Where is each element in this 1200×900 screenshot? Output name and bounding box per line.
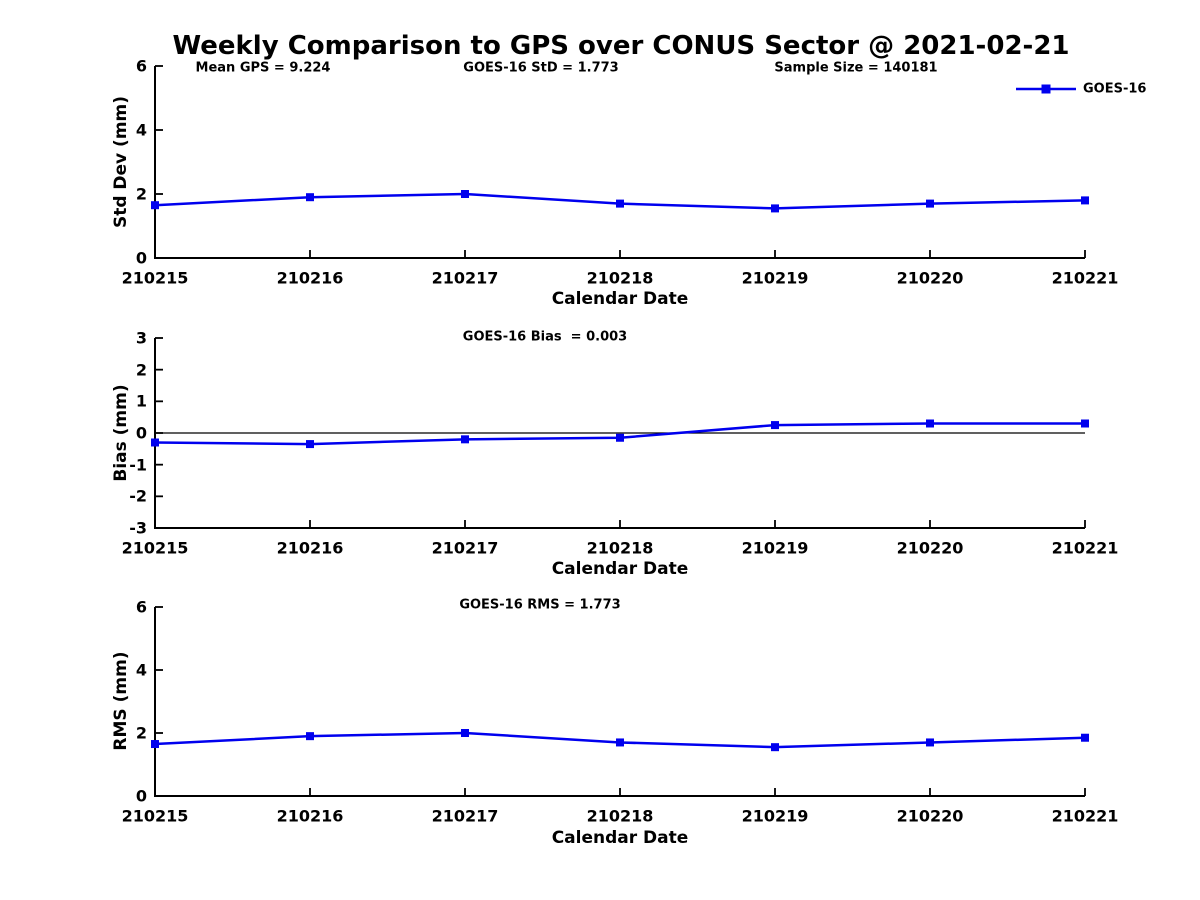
data-marker-goes-16 [306,440,314,449]
axis-spines-subplot1 [154,66,1085,259]
y-tick-label: 4 [135,660,147,680]
x-tick-label: 210219 [741,806,809,826]
data-marker-goes-16 [616,199,624,208]
annotation-sample-size: Sample Size = 140181 [774,60,938,76]
data-marker-goes-16 [926,419,934,428]
data-marker-goes-16 [771,743,779,752]
legend-label: GOES-16 [1083,81,1147,97]
x-tick-label: 210216 [276,806,344,826]
y-tick-label: -1 [129,455,147,475]
data-marker-goes-16 [926,199,934,208]
y-tick-label: 4 [135,120,147,140]
x-axis-label-subplot3: Calendar Date [551,828,689,848]
y-tick-label: 2 [135,360,147,380]
data-marker-goes-16 [616,738,624,747]
data-marker-goes-16 [616,433,624,442]
x-tick-label: 210220 [896,806,964,826]
x-tick-label: 210215 [121,268,189,288]
x-tick-label: 210219 [741,538,809,558]
y-tick-label: 6 [135,56,147,76]
data-marker-goes-16 [461,729,469,737]
x-tick-label: 210215 [121,806,189,826]
data-marker-goes-16 [151,740,159,749]
y-tick-label: 2 [135,184,147,204]
x-tick-label: 210215 [121,538,189,558]
x-tick-label: 210216 [276,268,344,288]
x-tick-label: 210220 [896,268,964,288]
axis-spines-subplot3 [154,607,1085,797]
y-tick-label: 0 [135,423,147,443]
y-tick-label: 2 [135,723,147,743]
data-marker-goes-16 [306,193,314,202]
data-marker-goes-16 [306,732,314,741]
data-marker-goes-16 [151,201,159,210]
data-marker-goes-16 [151,438,159,447]
x-tick-label: 210221 [1051,268,1119,288]
y-tick-label: -2 [129,486,147,506]
x-tick-label: 210220 [896,538,964,558]
x-tick-label: 210216 [276,538,344,558]
y-axis-label-stddev: Std Dev (mm) [111,95,131,229]
legend-marker-swatch [1041,84,1051,94]
x-tick-label: 210217 [431,268,499,288]
x-tick-label: 210221 [1051,806,1119,826]
x-tick-label: 210218 [586,268,654,288]
y-tick-label: 6 [135,597,147,617]
annotation-goes16-bias: GOES-16 Bias = 0.003 [462,329,628,345]
x-axis-label-subplot1: Calendar Date [551,289,689,309]
data-marker-goes-16 [461,190,469,198]
x-tick-label: 210218 [586,538,654,558]
data-marker-goes-16 [461,435,469,444]
data-marker-goes-16 [1081,196,1089,205]
annotation-goes16-std: GOES-16 StD = 1.773 [463,60,619,76]
x-tick-label: 210217 [431,806,499,826]
x-axis-label-subplot2: Calendar Date [551,559,689,579]
x-tick-label: 210221 [1051,538,1119,558]
data-marker-goes-16 [1081,733,1089,742]
y-axis-label-bias: Bias (mm) [111,384,131,482]
x-tick-label: 210219 [741,268,809,288]
data-marker-goes-16 [771,421,779,430]
data-marker-goes-16 [771,204,779,213]
y-tick-label: 0 [135,786,147,806]
y-tick-label: -3 [129,518,147,538]
data-marker-goes-16 [1081,419,1089,428]
x-tick-label: 210218 [586,806,654,826]
data-marker-goes-16 [926,738,934,747]
x-tick-label: 210217 [431,538,499,558]
y-axis-label-rms: RMS (mm) [111,651,131,751]
y-tick-label: 0 [135,248,147,268]
y-tick-label: 1 [135,391,147,411]
annotation-mean-gps: Mean GPS = 9.224 [195,60,331,76]
figure-title: Weekly Comparison to GPS over CONUS Sect… [172,31,1070,61]
annotation-goes16-rms: GOES-16 RMS = 1.773 [459,597,621,613]
y-tick-label: 3 [135,328,147,348]
